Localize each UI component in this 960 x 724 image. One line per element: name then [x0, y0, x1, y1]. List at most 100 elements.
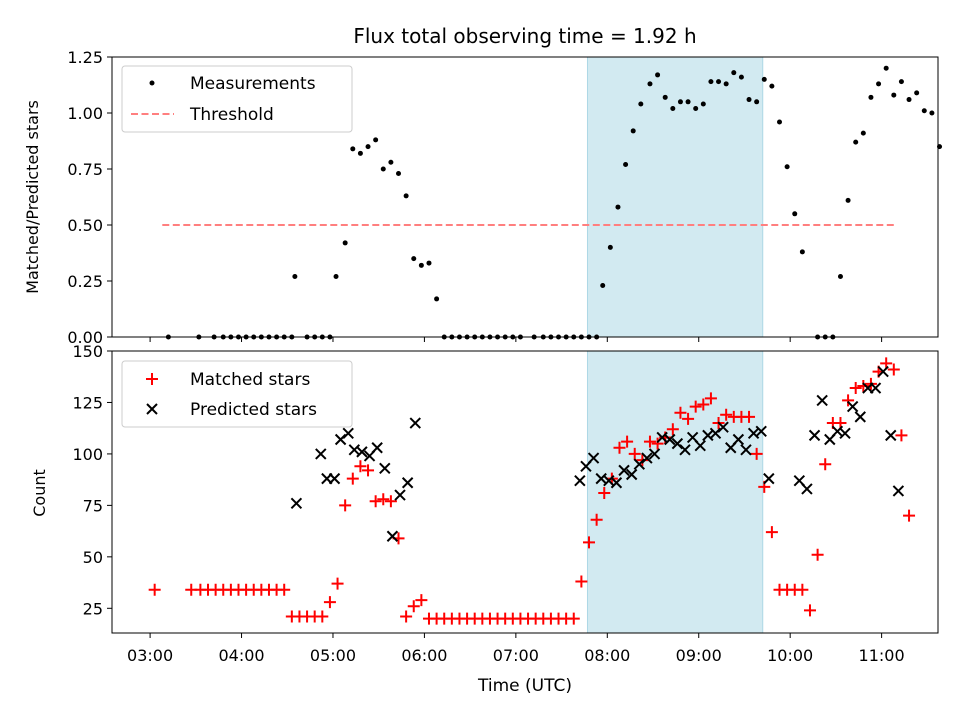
matched-star-point	[590, 513, 603, 526]
measurement-point	[615, 204, 621, 210]
matched-star-point	[148, 583, 161, 596]
measurement-point	[411, 256, 417, 262]
measurement-point	[623, 162, 629, 168]
matched-star-point	[682, 412, 695, 425]
measurement-point	[845, 197, 851, 203]
predicted-star-point	[315, 448, 327, 460]
predicted-star-point	[394, 489, 406, 501]
matched-star-point	[339, 499, 352, 512]
count-marks	[148, 357, 916, 625]
matched-star-point	[796, 583, 809, 596]
measurement-point	[860, 130, 866, 136]
measurement-point	[906, 97, 912, 103]
matched-star-point	[598, 487, 611, 500]
measurement-point	[434, 296, 440, 302]
measurement-point	[403, 193, 409, 199]
measurement-point	[769, 83, 775, 89]
matched-star-point	[651, 437, 664, 450]
ratio-panel: 0.00 0.25 0.50 0.75 1.00 1.25 Matched/Predict…	[23, 48, 943, 347]
measurement-point	[662, 94, 668, 100]
predicted-star-point	[610, 477, 623, 489]
measurement-point	[883, 65, 889, 71]
measurement-point	[607, 244, 613, 250]
ratio-y-tick-label: 1.00	[67, 104, 103, 123]
count-y-tick-label: 100	[72, 445, 103, 464]
matched-star-point	[354, 460, 367, 473]
x-tick-label: 04:00	[218, 646, 264, 665]
matched-star-point	[400, 610, 413, 623]
measurement-point	[600, 282, 606, 288]
measurement-point	[373, 137, 379, 143]
x-tick-label: 10:00	[767, 646, 813, 665]
predicted-star-point	[409, 417, 421, 429]
measurement-point	[723, 81, 729, 87]
predicted-star-point	[379, 462, 391, 475]
matched-star-point	[895, 429, 908, 442]
predicted-star-point	[801, 483, 813, 495]
predicted-star-point	[633, 458, 646, 470]
measurement-point	[693, 106, 699, 112]
matched-star-point	[842, 394, 855, 407]
measurement-point	[677, 99, 683, 105]
measurement-point	[418, 262, 424, 268]
measurement-point	[630, 128, 636, 134]
predicted-star-point	[808, 429, 821, 442]
measurement-point	[929, 110, 935, 116]
matched-star-point	[743, 410, 756, 423]
measurement-point	[647, 81, 653, 87]
matched-star-point	[720, 408, 733, 421]
matched-star-point	[765, 526, 778, 539]
predicted-star-point	[740, 444, 752, 456]
predicted-star-point	[877, 365, 889, 378]
predicted-star-point	[371, 442, 383, 454]
matched-star-point	[369, 495, 382, 508]
count-y-tick-label: 25	[83, 599, 103, 618]
legend-measurements-marker	[149, 80, 155, 86]
matched-star-point	[613, 441, 626, 454]
predicted-star-point	[664, 433, 676, 446]
measurement-point	[792, 211, 798, 217]
count-highlight-rect	[586, 350, 764, 634]
ratio-y-tick-label: 0.75	[67, 160, 103, 179]
matched-star-point	[583, 536, 596, 549]
measurement-point	[670, 106, 676, 112]
measurement-point	[754, 99, 760, 105]
count-y-axis-label: Count	[30, 469, 49, 517]
count-legend: Matched stars Predicted stars	[121, 360, 353, 428]
matched-star-point	[750, 447, 763, 460]
matched-star-point	[849, 382, 862, 395]
predicted-star-point	[763, 472, 775, 485]
measurement-point	[350, 146, 356, 152]
legend-measurements-label: Measurements	[190, 74, 316, 94]
count-panel: 25 50 75 100 125 150 03:00 04:00 05:00 06:00 07:0…	[30, 342, 939, 696]
x-tick-label: 11:00	[859, 646, 905, 665]
ratio-x-ticks	[149, 337, 883, 342]
matched-star-point	[803, 604, 816, 617]
predicted-star-point	[816, 394, 828, 407]
measurement-point	[638, 101, 644, 107]
predicted-star-point	[356, 446, 368, 458]
measurement-point	[731, 70, 737, 76]
measurement-point	[868, 94, 874, 100]
ratio-y-axis: 0.00 0.25 0.50 0.75 1.00 1.25	[67, 48, 112, 347]
predicted-star-point	[671, 437, 684, 450]
measurement-point	[396, 170, 402, 176]
ratio-plot-frame	[111, 56, 939, 338]
count-legend-box	[121, 360, 353, 428]
measurement-point	[655, 72, 661, 78]
x-axis-label: Time (UTC)	[477, 676, 572, 696]
matched-star-point	[384, 495, 397, 508]
measurement-point	[388, 159, 394, 165]
matched-star-point	[316, 610, 329, 623]
matched-star-point	[857, 379, 870, 392]
predicted-star-point	[694, 439, 706, 452]
predicted-star-point	[717, 421, 729, 433]
matched-star-point	[643, 435, 656, 448]
legend-predicted-marker	[146, 403, 158, 415]
matched-star-point	[666, 423, 679, 436]
predicted-star-point	[342, 427, 354, 440]
ratio-highlight-span	[586, 56, 764, 338]
predicted-star-point	[587, 452, 600, 464]
matched-star-point	[887, 363, 900, 376]
